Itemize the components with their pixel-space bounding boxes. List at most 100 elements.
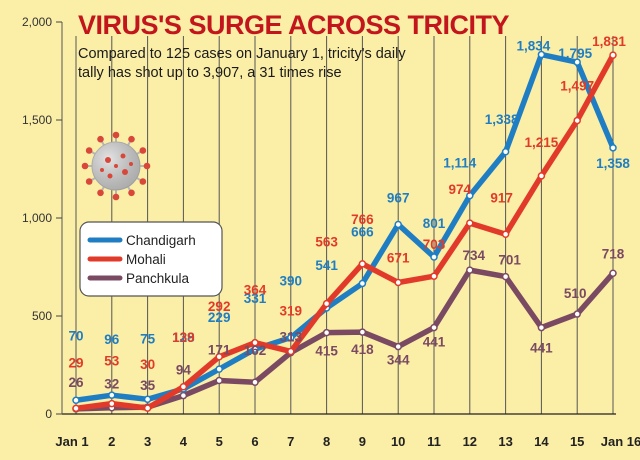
data-label-layer: 70 96 75 128 229 331 390 541 666 967 801 1,114 1,338… bbox=[68, 34, 630, 393]
data-point-mohali bbox=[108, 399, 116, 408]
x-tick-label: 2 bbox=[108, 434, 115, 449]
data-point-chandigarh bbox=[466, 191, 474, 200]
data-point-chandigarh bbox=[537, 50, 546, 59]
data-point-chandigarh bbox=[394, 220, 402, 229]
virus-spike-tip bbox=[143, 162, 151, 170]
data-point-panchkula bbox=[537, 323, 546, 332]
y-axis: 0 500 1,000 1,500 2,000 bbox=[22, 15, 62, 421]
data-label-chandigarh: 541 bbox=[315, 258, 338, 273]
x-tick-label: 15 bbox=[570, 434, 584, 449]
data-label-mohali: 364 bbox=[244, 283, 267, 298]
x-tick-label: 14 bbox=[534, 434, 549, 449]
data-label-chandigarh: 128 bbox=[172, 330, 195, 345]
virus-spike-tip bbox=[128, 189, 135, 197]
data-point-mohali bbox=[251, 338, 259, 347]
data-label-mohali: 1,497 bbox=[560, 79, 594, 94]
legend-label-mohali: Mohali bbox=[126, 252, 166, 267]
data-point-chandigarh bbox=[72, 396, 80, 405]
x-tick-label: 13 bbox=[498, 434, 512, 449]
data-label-chandigarh: 96 bbox=[104, 332, 120, 347]
data-label-panchkula: 415 bbox=[315, 344, 338, 359]
data-point-mohali bbox=[466, 219, 474, 227]
x-tick-label: 10 bbox=[391, 434, 405, 449]
data-label-panchkula: 510 bbox=[564, 286, 587, 301]
series-line-mohali bbox=[73, 52, 616, 412]
data-point-mohali bbox=[322, 299, 331, 308]
data-point-mohali bbox=[287, 347, 295, 356]
data-point-chandigarh bbox=[501, 148, 510, 156]
data-label-mohali: 703 bbox=[423, 237, 446, 252]
data-label-panchkula: 701 bbox=[498, 253, 521, 268]
data-point-panchkula bbox=[573, 310, 581, 318]
data-label-panchkula: 94 bbox=[176, 363, 192, 378]
data-label-mohali: 53 bbox=[104, 354, 120, 369]
data-label-mohali: 563 bbox=[315, 235, 338, 250]
data-point-panchkula bbox=[215, 376, 223, 385]
virus-spike-tip bbox=[139, 178, 147, 185]
data-point-mohali bbox=[358, 260, 367, 268]
x-tick-label: Jan 16 bbox=[601, 434, 640, 449]
data-point-panchkula bbox=[501, 272, 510, 281]
data-label-panchkula: 32 bbox=[104, 377, 119, 392]
legend-label-panchkula: Panchkula bbox=[126, 271, 190, 286]
data-point-chandigarh bbox=[143, 395, 152, 404]
legend-label-chandigarh: Chandigarh bbox=[126, 233, 196, 248]
data-point-chandigarh bbox=[215, 365, 223, 373]
data-label-mohali: 1,831 bbox=[592, 34, 626, 49]
data-point-mohali bbox=[215, 353, 223, 361]
series-layer bbox=[72, 50, 617, 413]
x-tick-label: 7 bbox=[287, 434, 294, 449]
data-point-mohali bbox=[179, 383, 188, 391]
data-label-chandigarh: 75 bbox=[140, 331, 156, 346]
virus-spike-tip bbox=[81, 162, 89, 170]
data-point-chandigarh bbox=[108, 391, 116, 399]
virus-spike-tip bbox=[97, 189, 104, 197]
series-line-panchkula bbox=[73, 267, 616, 412]
data-point-panchkula bbox=[609, 269, 617, 278]
data-label-panchkula: 418 bbox=[351, 342, 374, 357]
data-label-panchkula: 441 bbox=[423, 335, 446, 350]
virus-spike-tip bbox=[139, 147, 147, 154]
data-label-chandigarh: 390 bbox=[280, 274, 303, 289]
data-point-panchkula bbox=[322, 328, 331, 337]
x-tick-label: 4 bbox=[180, 434, 188, 449]
virus-spike-tip bbox=[85, 147, 93, 154]
data-point-mohali bbox=[537, 172, 546, 180]
virus-spike-tip bbox=[112, 131, 120, 139]
chart-subtitle-line-1: Compared to 125 cases on January 1, tric… bbox=[78, 46, 406, 62]
legend: Chandigarh Mohali Panchkula bbox=[79, 221, 223, 297]
data-label-panchkula: 26 bbox=[68, 375, 84, 390]
series-line-chandigarh bbox=[73, 51, 616, 404]
data-label-chandigarh: 801 bbox=[423, 216, 446, 231]
data-point-mohali bbox=[143, 404, 152, 412]
data-label-panchkula: 718 bbox=[602, 246, 625, 261]
data-label-chandigarh: 1,114 bbox=[443, 156, 477, 171]
data-point-chandigarh bbox=[573, 58, 581, 66]
data-label-mohali: 139 bbox=[172, 330, 195, 345]
x-tick-label: 12 bbox=[463, 434, 477, 449]
chart-subtitle-line-2: tally has shot up to 3,907, a 31 times r… bbox=[78, 65, 342, 81]
data-point-panchkula bbox=[430, 323, 438, 332]
virus-spike-tip bbox=[85, 178, 93, 185]
data-point-mohali bbox=[430, 272, 438, 280]
y-tick-label: 2,000 bbox=[22, 15, 52, 29]
x-tick-label: 9 bbox=[359, 434, 366, 449]
y-tick-label: 1,000 bbox=[22, 211, 52, 225]
data-label-chandigarh: 1,795 bbox=[558, 46, 592, 61]
data-point-mohali bbox=[394, 278, 402, 287]
data-label-chandigarh: 331 bbox=[244, 291, 267, 306]
data-point-chandigarh bbox=[430, 253, 438, 261]
data-label-panchkula: 313 bbox=[280, 330, 303, 345]
data-point-mohali bbox=[573, 116, 581, 125]
x-tick-label: 5 bbox=[216, 434, 223, 449]
virus-spike-tip bbox=[97, 135, 104, 143]
data-label-panchkula: 734 bbox=[463, 248, 486, 263]
data-label-mohali: 1,215 bbox=[525, 135, 559, 150]
data-label-panchkula: 344 bbox=[387, 353, 410, 368]
y-tick-label: 0 bbox=[45, 407, 52, 421]
data-label-mohali: 292 bbox=[208, 299, 231, 314]
x-tick-label: 6 bbox=[251, 434, 258, 449]
data-label-panchkula: 441 bbox=[530, 341, 553, 356]
